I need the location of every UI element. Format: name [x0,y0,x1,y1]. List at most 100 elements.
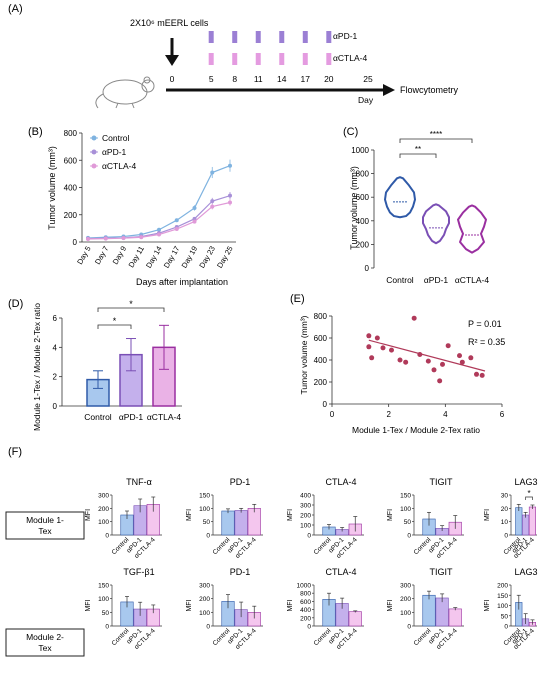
f-panel-title: TIGIT [430,567,453,577]
f-y-tick-label: 200 [300,615,311,622]
d-x-tick-label: αCTLA-4 [147,412,181,422]
f-y-tick-label: 50 [404,519,412,526]
f-y-tick-label: 300 [400,583,411,590]
e-data-point [417,352,423,357]
c-y-tick-label: 0 [365,264,370,273]
b-xlabel: Days after implantation [136,277,228,287]
c-violin [384,176,416,219]
c-significance-bracket [399,138,473,143]
e-data-point [474,371,479,377]
panel-label-e: (E) [290,293,305,305]
f-y-tick-label: 200 [98,506,109,513]
c-y-tick-label: 400 [356,217,370,226]
e-x-tick-label: 6 [500,410,505,419]
b-y-tick-label: 200 [64,211,78,220]
b-data-point [174,227,179,232]
f-ylabel: MFI [387,599,394,611]
b-x-tick-label: Day 5 [75,245,93,266]
f-y-tick-label: 50 [501,613,509,620]
actla4-dose-mark [302,53,308,65]
f-y-tick-label: 150 [400,493,411,500]
f-y-tick-label: 0 [307,624,311,631]
e-y-tick-label: 400 [314,356,328,365]
e-data-point [374,335,380,341]
e-xlabel: Module 1-Tex / Module 2-Tex ratio [352,425,480,435]
f-y-tick-label: 100 [400,610,411,617]
d-significance-bracket [97,307,165,312]
f-panel-title: CTLA-4 [325,477,356,487]
e-pvalue: P = 0.01 [468,319,502,329]
d-y-tick-label: 2 [53,373,58,382]
module1-group-box: Module 1- Tex [5,511,85,540]
module1-label-line2: Tex [38,526,52,536]
module1-label-line1: Module 1- [26,515,64,525]
f-y-tick-label: 200 [400,596,411,603]
actla4-label: αCTLA-4 [333,53,367,63]
b-data-point [86,237,90,242]
b-data-point [210,199,215,204]
apd1-dose-mark [279,31,285,43]
f-y-tick-label: 0 [105,533,109,540]
panel-e-correlation-chart: 0 200 400 600 800 0 2 4 6 Tumor volume (mm³) Mod… [299,312,505,435]
panel-label-d: (D) [8,298,23,310]
f-bar [221,510,235,536]
f-bar [348,611,362,627]
f-y-tick-label: 0 [206,533,210,540]
timeline-tick-label: 20 [324,74,334,84]
f-y-tick-label: 100 [400,506,411,513]
timeline-tick-label: 14 [277,74,287,84]
b-y-tick-label: 800 [64,129,78,138]
f-panel-title: CTLA-4 [325,567,356,577]
apd1-dose-mark [255,31,261,43]
b-data-point [139,235,144,240]
b-series-line [87,165,231,239]
f-y-tick-label: 0 [407,624,411,631]
actla4-dose-mark [232,53,238,65]
panel-label-b: (B) [28,126,43,138]
f-y-tick-label: 800 [300,591,311,598]
f-y-tick-label: 50 [203,519,211,526]
timeline-tick-label: 0 [170,74,175,84]
f-significance-label: * [527,489,530,498]
d-significance-label: * [113,316,117,326]
e-data-point [380,345,386,351]
d-y-tick-label: 6 [53,314,58,323]
b-x-tick-label: Day 25 [215,245,235,270]
b-data-point [228,200,232,205]
apd1-dose-mark [326,31,332,43]
f-bar [422,594,436,627]
e-y-tick-label: 200 [314,378,328,387]
f-y-tick-label: 100 [300,523,311,530]
c-y-tick-label: 1000 [351,146,369,155]
e-data-point [403,359,409,365]
e-data-point [468,355,474,361]
f-ylabel: MFI [186,599,193,611]
f-panel-title: TNF-α [126,477,152,487]
timeline-tick-label: 8 [232,74,237,84]
e-data-point [440,361,445,367]
f-panel-title: TIGIT [430,477,453,487]
e-data-point [366,344,372,350]
f-panel-title: LAG3 [514,477,537,487]
timeline-tick-label: 17 [301,74,311,84]
e-x-tick-label: 0 [330,410,335,419]
c-x-tick-label: αPD-1 [424,275,449,285]
b-x-tick-label: Day 14 [144,245,164,270]
c-violin [422,203,450,245]
f-y-tick-label: 20 [501,506,509,513]
f-y-tick-label: 200 [497,583,508,590]
e-data-point [459,359,465,365]
mouse-icon [95,76,155,109]
e-data-point [457,353,462,359]
e-data-point [445,343,451,349]
endpoint-label: Flowcytometry [400,85,459,95]
f-y-tick-label: 150 [98,583,109,590]
d-ylabel: Module 1-Tex / Module 2-Tex ratio [32,303,42,431]
b-legend-label: αCTLA-4 [102,161,136,171]
c-significance-label: **** [430,130,442,139]
f-ylabel: MFI [287,509,294,521]
f-ylabel: MFI [186,509,193,521]
